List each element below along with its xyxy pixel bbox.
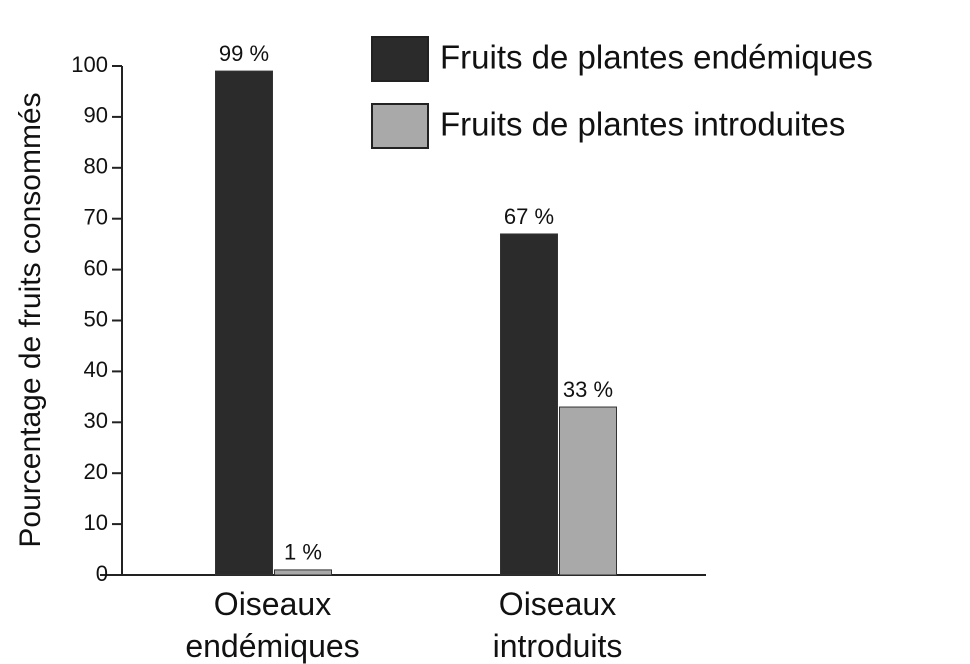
x-tick-label: Oiseaux introduits [493, 586, 623, 664]
legend-swatch [371, 36, 429, 82]
y-tick-label: 100 [71, 52, 108, 77]
y-tick-label: 50 [84, 306, 108, 331]
y-axis-label: Pourcentage de fruits consommés [14, 92, 47, 547]
bar [215, 70, 273, 576]
y-tick-label: 10 [84, 510, 108, 535]
y-tick-label: 20 [84, 459, 108, 484]
y-tick-label: 60 [84, 255, 108, 280]
x-tick-label: Oiseaux endémiques [185, 586, 359, 664]
y-tick-label: 0 [96, 561, 108, 586]
y-tick-label: 70 [84, 205, 108, 230]
y-tick-label: 80 [84, 154, 108, 179]
legend-swatch [371, 103, 429, 149]
bar [274, 569, 332, 576]
data-label: 33 % [563, 377, 613, 402]
bar [500, 233, 558, 576]
bar [559, 406, 617, 576]
y-tick-label: 40 [84, 357, 108, 382]
y-tick-label: 90 [84, 103, 108, 128]
y-tick-label: 30 [84, 408, 108, 433]
data-label: 99 % [219, 41, 269, 66]
data-label: 1 % [284, 540, 322, 565]
legend-label: Fruits de plantes endémiques [440, 39, 873, 76]
legend-label: Fruits de plantes introduites [440, 106, 845, 143]
data-label: 67 % [504, 204, 554, 229]
